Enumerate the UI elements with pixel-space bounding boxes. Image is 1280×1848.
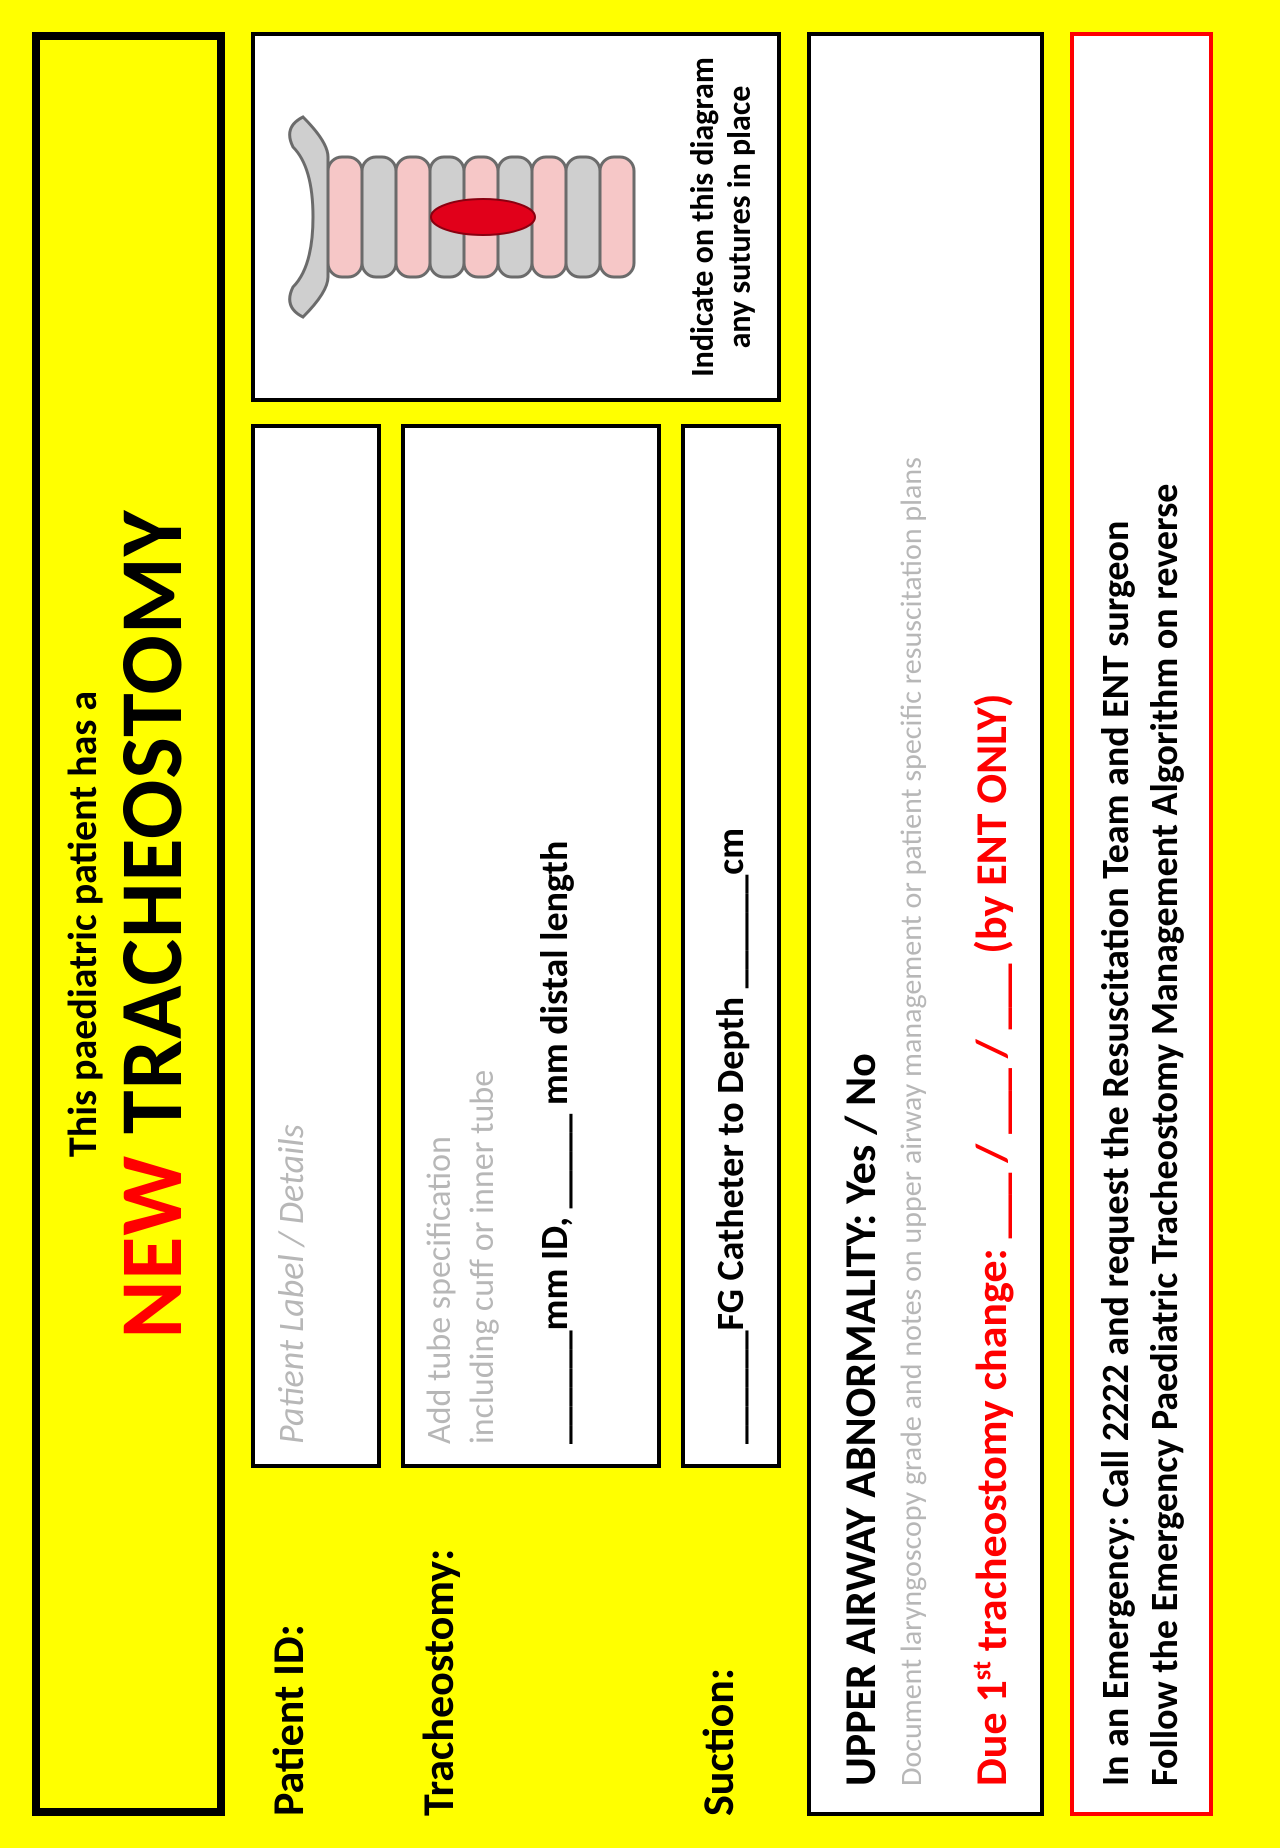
due-rest: tracheostomy change: ___ / ___ / ___ (by…: [964, 694, 1018, 1662]
patient-row: Patient ID: Patient Label / Details: [251, 424, 381, 1816]
due-line: Due 1st tracheostomy change: ___ / ___ /…: [964, 62, 1018, 1786]
patient-placeholder: Patient Label / Details: [269, 448, 313, 1444]
trach-hint2: including cuff or inner tube: [462, 448, 505, 1444]
trachea-diagram-box: Indicate on this diagram any sutures in …: [251, 32, 781, 402]
suction-spec: ______FG Catheter to Depth ______cm: [708, 828, 754, 1444]
patient-label: Patient ID:: [251, 1486, 381, 1816]
emergency-line-2: Follow the Emergency Paediatric Tracheos…: [1141, 62, 1190, 1786]
abnormality-heading: UPPER AIRWAY ABNORMALITY: Yes / No: [833, 62, 887, 1786]
trach-row: Tracheostomy: Add tube specification inc…: [401, 424, 661, 1816]
patient-field[interactable]: Patient Label / Details: [251, 424, 381, 1468]
title-box: This paediatric patient has a NEW TRACHE…: [32, 32, 225, 1816]
due-ord: st: [965, 1661, 997, 1680]
trach-spec: ______mm ID, _____ mm distal length: [532, 448, 578, 1444]
bedhead-sign: This paediatric patient has a NEW TRACHE…: [0, 0, 1280, 1848]
title-main: NEW TRACHEOSTOMY: [107, 50, 195, 1798]
mid-section: Patient ID: Patient Label / Details Trac…: [251, 32, 781, 1816]
trach-label: Tracheostomy:: [401, 1486, 661, 1816]
trach-hint1: Add tube specification: [419, 448, 462, 1444]
mid-left: Patient ID: Patient Label / Details Trac…: [251, 424, 781, 1816]
trach-field[interactable]: Add tube specification including cuff or…: [401, 424, 661, 1468]
trachea-diagram: [273, 87, 653, 347]
suction-label: Suction:: [681, 1486, 781, 1816]
title-new: NEW: [97, 1155, 205, 1339]
diagram-caption: Indicate on this diagram any sutures in …: [685, 57, 759, 377]
title-word: TRACHEOSTOMY: [97, 509, 205, 1154]
suction-row: Suction: ______FG Catheter to Depth ____…: [681, 424, 781, 1816]
lower-box: UPPER AIRWAY ABNORMALITY: Yes / No Docum…: [807, 32, 1044, 1816]
diagram-caption-1: Indicate on this diagram: [683, 57, 722, 377]
emergency-box: In an Emergency: Call 2222 and request t…: [1070, 32, 1213, 1816]
due-prefix: Due 1: [964, 1680, 1018, 1786]
abnormality-sub: Document laryngoscopy grade and notes on…: [893, 62, 930, 1786]
emergency-line-1: In an Emergency: Call 2222 and request t…: [1092, 62, 1141, 1786]
suction-field[interactable]: ______FG Catheter to Depth ______cm: [681, 424, 781, 1468]
diagram-caption-2: any sutures in place: [720, 86, 759, 349]
